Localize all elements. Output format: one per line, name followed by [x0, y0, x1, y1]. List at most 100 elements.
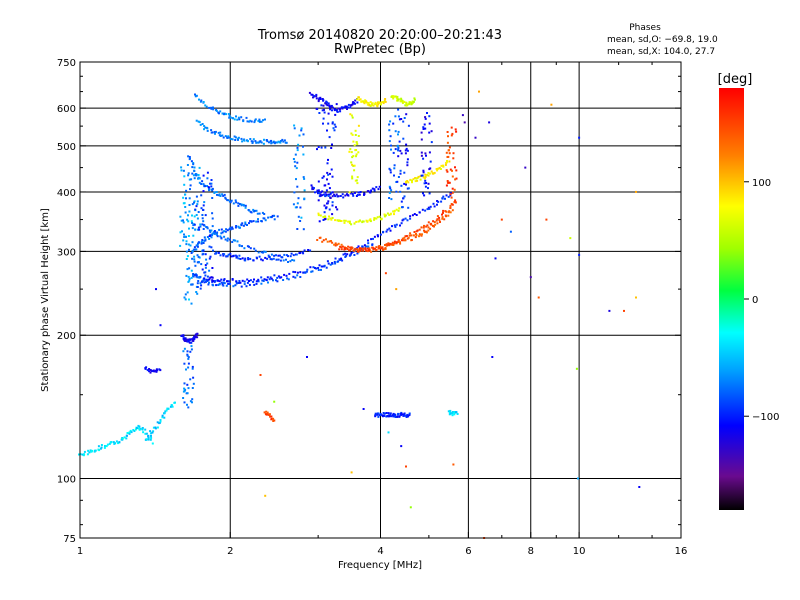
- echo-point: [349, 249, 352, 252]
- echo-point: [371, 102, 374, 105]
- echo-point: [364, 247, 367, 250]
- echo-point: [344, 194, 347, 197]
- echo-point: [303, 177, 306, 180]
- echo-point: [296, 146, 299, 149]
- echo-point: [78, 453, 80, 456]
- echo-point: [184, 388, 187, 391]
- echo-point: [405, 113, 408, 116]
- echo-point: [390, 415, 392, 418]
- echo-point: [295, 178, 297, 181]
- y-tick-label: 500: [57, 142, 76, 153]
- echo-point: [348, 254, 351, 257]
- echo-point: [451, 187, 454, 190]
- echo-point: [255, 220, 258, 223]
- echo-point: [295, 206, 298, 209]
- echo-point: [192, 248, 195, 251]
- echo-point: [256, 212, 259, 215]
- echo-point: [325, 238, 327, 241]
- echo-point: [410, 234, 413, 237]
- echo-point: [384, 244, 386, 246]
- echo-point: [126, 432, 129, 434]
- echo-point: [397, 155, 400, 158]
- echo-point: [257, 278, 260, 281]
- echo-point: [208, 237, 211, 240]
- echo-point: [360, 247, 363, 250]
- echo-point: [179, 231, 182, 234]
- echo-point: [380, 103, 382, 106]
- echo-point: [327, 200, 330, 203]
- echo-point: [108, 442, 111, 445]
- echo-point: [186, 268, 189, 271]
- echo-point: [195, 94, 198, 97]
- echo-point: [199, 275, 202, 278]
- echo-point: [229, 252, 232, 255]
- echo-point: [333, 129, 336, 132]
- echo-point: [196, 282, 199, 285]
- echo-point: [331, 191, 334, 194]
- echo-point: [322, 219, 325, 221]
- echo-point: [114, 442, 117, 445]
- echo-point: [226, 229, 229, 232]
- echo-point: [369, 101, 372, 104]
- echo-point: [349, 246, 352, 249]
- echo-point: [207, 186, 210, 189]
- echo-point: [333, 260, 336, 263]
- echo-point: [367, 242, 370, 245]
- echo-point: [316, 190, 319, 193]
- echo-point: [144, 428, 147, 431]
- echo-point: [240, 224, 243, 227]
- echo-point: [410, 239, 413, 241]
- echo-point: [257, 120, 260, 122]
- echo-point: [163, 412, 166, 415]
- echo-point: [317, 189, 320, 192]
- echo-point: [302, 133, 305, 136]
- echo-point: [196, 245, 199, 248]
- echo-point: [186, 350, 189, 353]
- echo-point: [193, 177, 196, 180]
- echo-point: [359, 98, 362, 101]
- echo-point: [366, 101, 369, 104]
- echo-point: [276, 276, 279, 279]
- echo-point: [249, 279, 252, 282]
- echo-point: [186, 164, 189, 166]
- echo-point: [396, 145, 399, 148]
- echo-point: [399, 224, 401, 227]
- echo-point: [208, 269, 211, 272]
- echo-point: [413, 213, 416, 215]
- echo-point: [344, 256, 347, 258]
- echo-point: [136, 427, 138, 430]
- echo-point: [210, 107, 213, 110]
- echo-point: [296, 228, 299, 230]
- echo-point: [404, 239, 407, 242]
- echo-point: [270, 415, 273, 418]
- echo-point: [237, 202, 240, 205]
- echo-point: [357, 151, 360, 154]
- echo-point: [417, 175, 420, 178]
- echo-point: [315, 93, 318, 96]
- echo-point: [377, 247, 380, 250]
- echo-point: [269, 258, 272, 261]
- echo-point: [335, 206, 337, 209]
- echo-point: [248, 120, 251, 123]
- echo-point: [182, 169, 185, 172]
- echo-point: [437, 200, 440, 203]
- echo-point: [282, 259, 285, 262]
- echo-point: [183, 387, 186, 390]
- echo-point: [400, 97, 403, 100]
- echo-point: [251, 140, 254, 143]
- echo-point: [391, 225, 393, 228]
- echo-point: [152, 426, 155, 429]
- echo-point: [352, 140, 355, 143]
- echo-point: [205, 280, 207, 283]
- echo-point: [201, 239, 204, 241]
- echo-point: [227, 253, 230, 256]
- echo-point: [397, 176, 400, 178]
- echo-point: [393, 240, 396, 243]
- echo-point: [193, 201, 195, 204]
- x-tick-label: 16: [675, 546, 688, 557]
- echo-point: [397, 98, 400, 101]
- echo-point: [222, 284, 225, 287]
- echo-point: [261, 211, 264, 214]
- echo-point: [194, 208, 197, 211]
- echo-point: [422, 226, 425, 229]
